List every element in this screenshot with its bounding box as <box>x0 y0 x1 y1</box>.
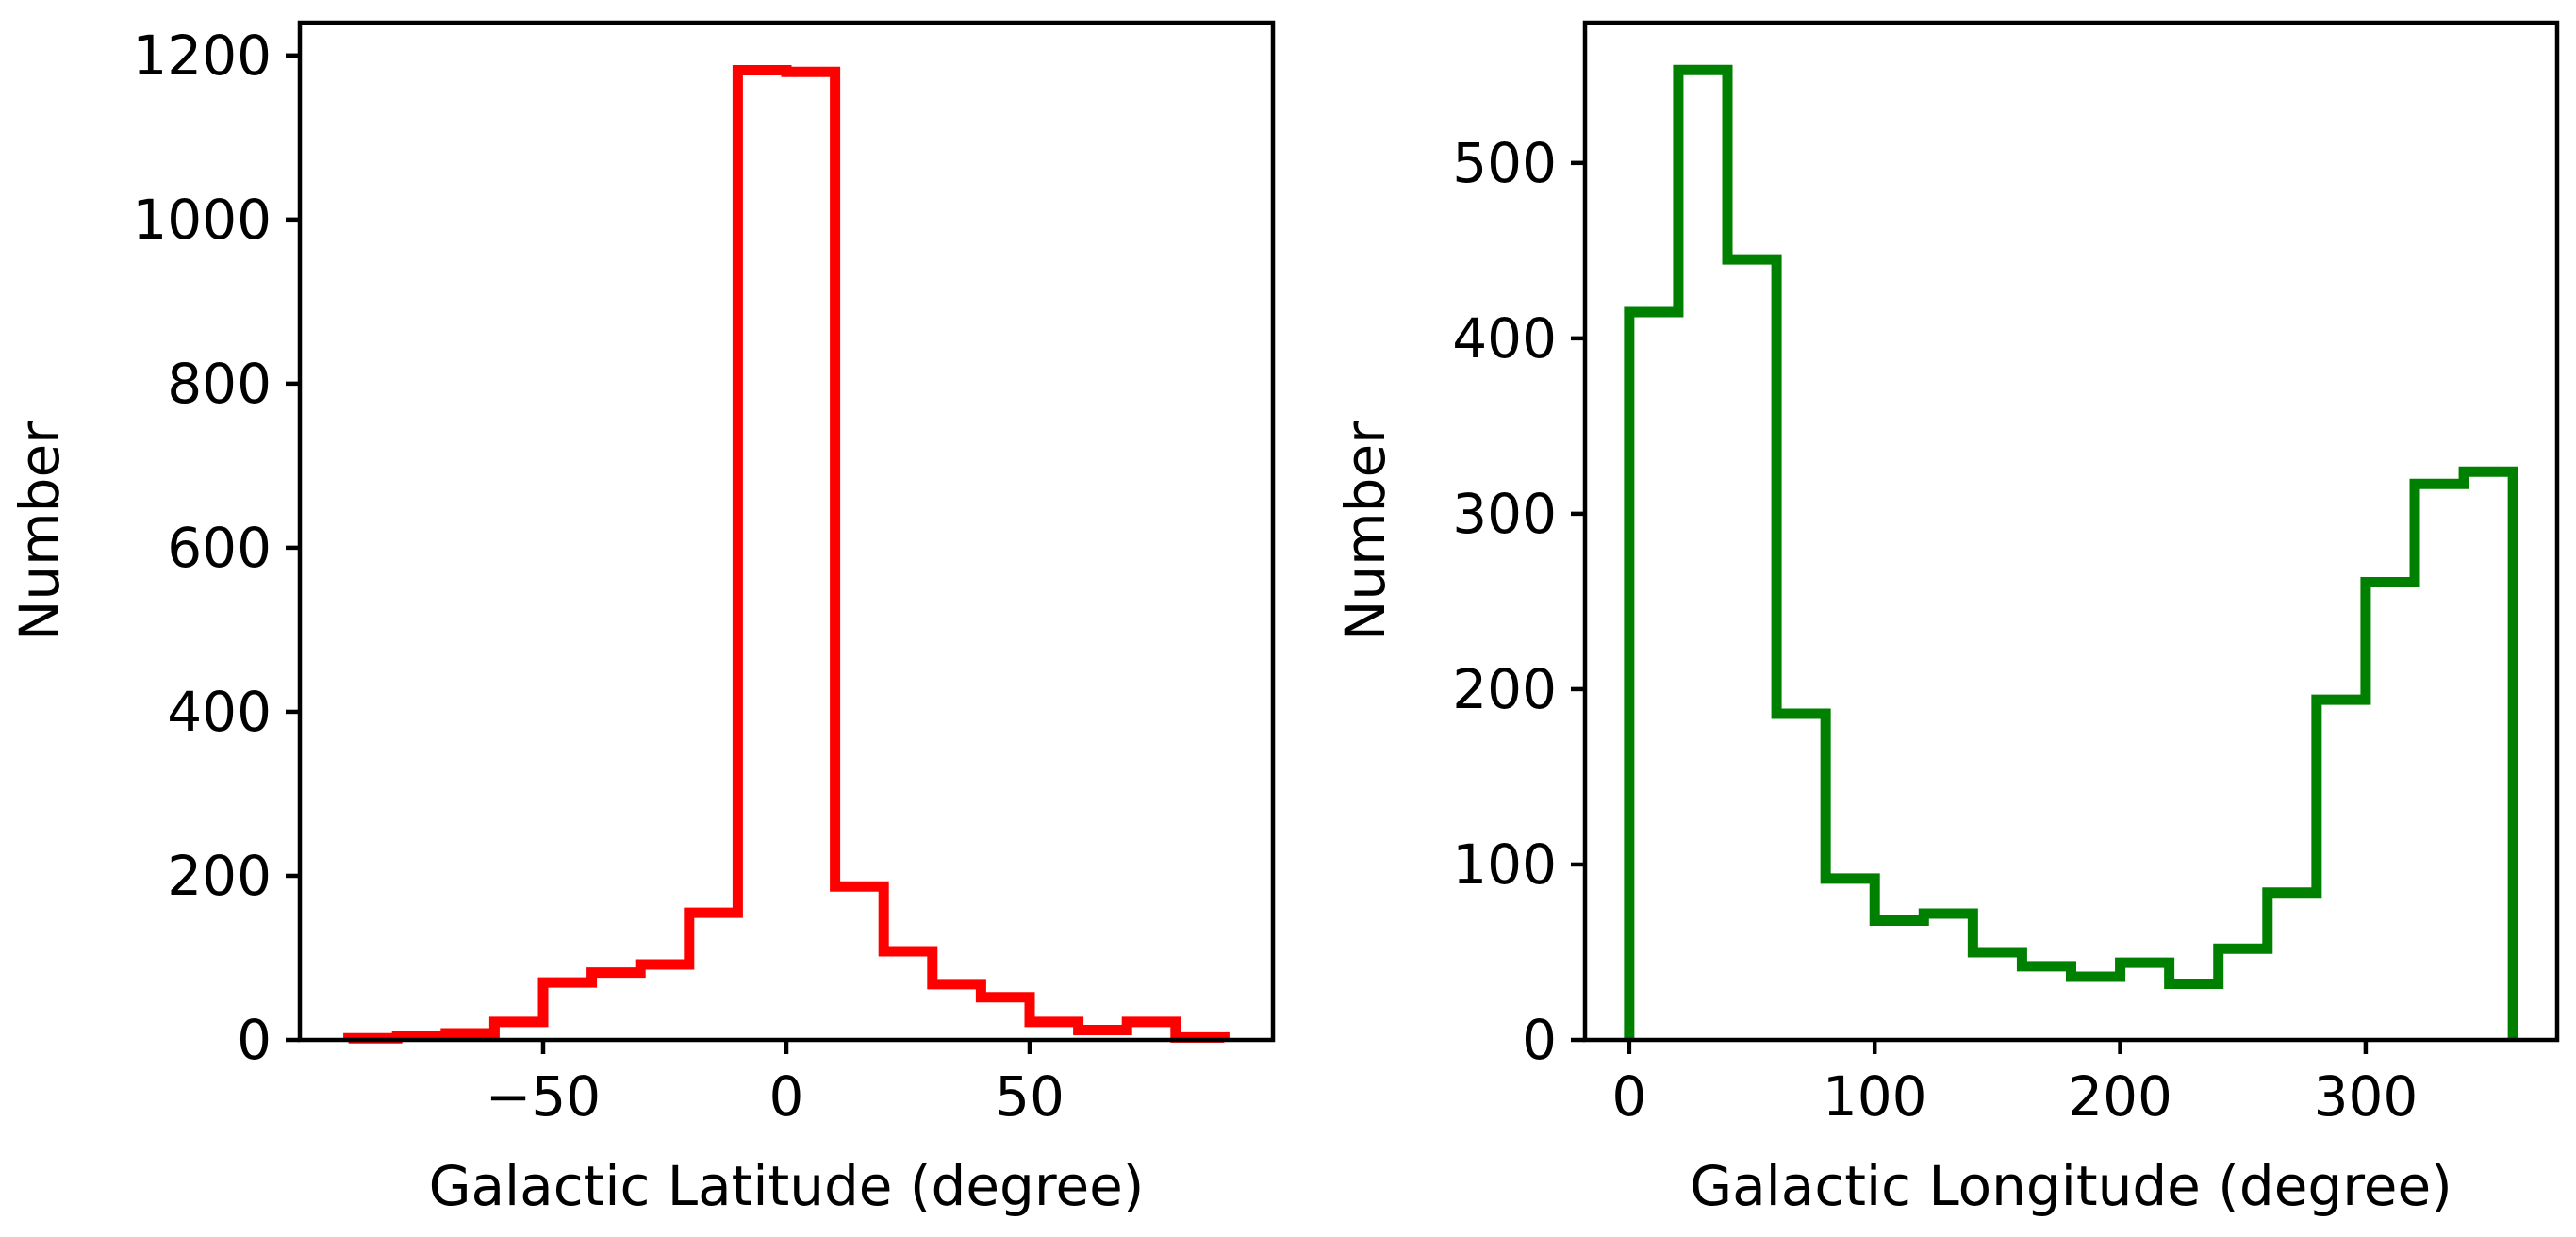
y-tick-label: 600 <box>167 516 272 580</box>
longitude-histogram-panel: 0 100 200 300 0 100 200 300 400 500 Galactic Lon… <box>1333 20 2560 1218</box>
y-tick-label: 300 <box>1452 482 1557 546</box>
y-tick-label: 200 <box>1452 657 1557 721</box>
y-tick-label: 800 <box>167 352 272 416</box>
latitude-y-ticks: 0 200 400 600 800 1000 1200 <box>132 24 300 1072</box>
x-tick-label: −50 <box>486 1064 601 1129</box>
y-tick-label: 500 <box>1452 131 1557 195</box>
longitude-x-ticks: 0 100 200 300 <box>1611 1040 2418 1129</box>
y-tick-label: 0 <box>1522 1008 1557 1072</box>
x-tick-label: 0 <box>769 1064 804 1129</box>
longitude-y-ticks: 0 100 200 300 400 500 <box>1452 131 1585 1072</box>
x-tick-label: 300 <box>2314 1064 2419 1129</box>
latitude-x-ticks: −50 0 50 <box>486 1040 1065 1129</box>
x-tick-label: 200 <box>2068 1064 2172 1129</box>
x-tick-label: 50 <box>995 1064 1065 1129</box>
latitude-y-axis-label: Number <box>8 421 72 641</box>
longitude-axes-frame <box>1582 20 2560 1043</box>
y-tick-label: 0 <box>237 1008 272 1072</box>
longitude-y-axis-label: Number <box>1333 421 1397 641</box>
y-tick-label: 200 <box>167 844 272 908</box>
y-tick-label: 100 <box>1452 833 1557 897</box>
x-tick-label: 0 <box>1611 1064 1646 1129</box>
latitude-axes-frame <box>297 20 1276 1043</box>
longitude-histogram-series <box>1624 64 2518 1040</box>
y-tick-label: 1200 <box>132 24 272 88</box>
y-tick-label: 400 <box>1452 306 1557 371</box>
longitude-x-axis-label: Galactic Longitude (degree) <box>1690 1154 2452 1218</box>
latitude-histogram-series <box>343 64 1230 1044</box>
latitude-x-axis-label: Galactic Latitude (degree) <box>429 1154 1145 1218</box>
x-tick-label: 100 <box>1823 1064 1927 1129</box>
y-tick-label: 400 <box>167 680 272 744</box>
latitude-histogram-panel: −50 0 50 0 200 400 600 800 1000 1200 Galactic La… <box>8 20 1276 1218</box>
y-tick-label: 1000 <box>132 188 272 252</box>
